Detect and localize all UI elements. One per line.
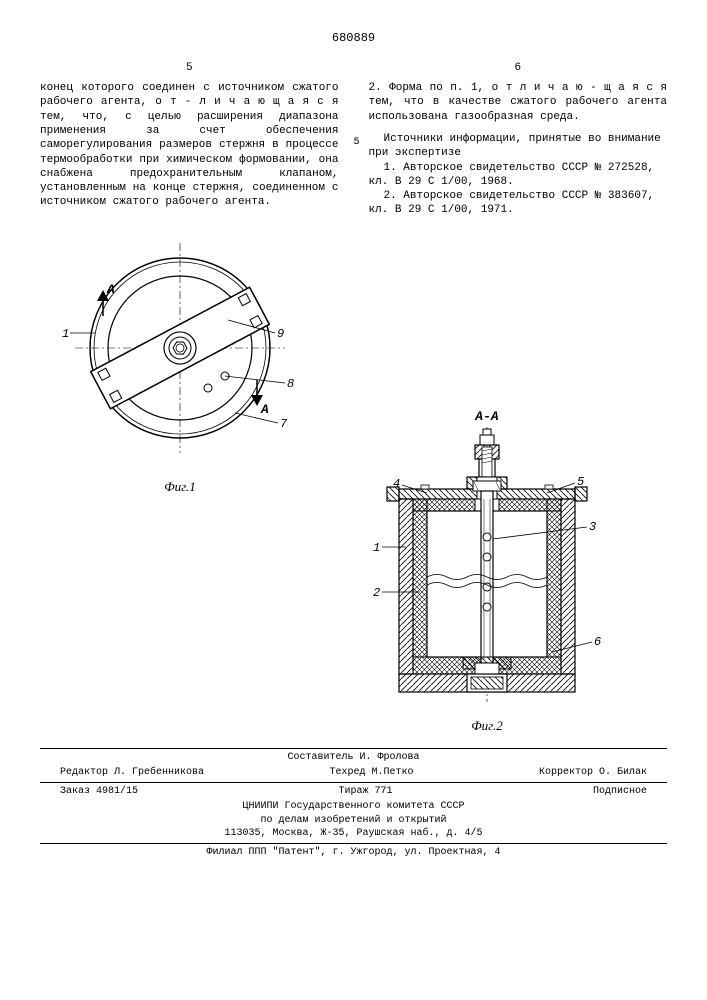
svg-text:1: 1 (373, 541, 380, 555)
figures-area: A A 1 9 8 7 Фиг.1 A-A (40, 238, 667, 718)
svg-text:3: 3 (589, 520, 596, 534)
svg-text:2: 2 (373, 586, 380, 600)
left-col-num: 5 (40, 61, 339, 76)
svg-text:1: 1 (62, 327, 69, 341)
footer-editor: Редактор Л. Гребенникова (60, 766, 204, 780)
fig2-label: Фиг.2 (347, 717, 627, 735)
figure-1: A A 1 9 8 7 Фиг.1 (60, 238, 300, 496)
fig1-label: Фиг.1 (60, 478, 300, 496)
svg-text:6: 6 (594, 635, 601, 649)
refs-title: Источники информации, принятые во вниман… (369, 132, 668, 161)
ref-2: 2. Авторское свидетельство СССР № 383607… (369, 189, 668, 218)
footer-org2: по делам изобретений и открытий (40, 814, 667, 828)
footer-order: Заказ 4981/15 (60, 785, 138, 799)
svg-text:8: 8 (287, 377, 294, 391)
svg-text:9: 9 (277, 327, 284, 341)
footer-corrector: Корректор О. Билак (539, 766, 647, 780)
references-block: Источники информации, принятые во вниман… (369, 132, 668, 218)
footer-org1: ЦНИИПИ Государственного комитета СССР (40, 800, 667, 814)
patent-number: 680889 (40, 30, 667, 46)
ref-1: 1. Авторское свидетельство СССР № 272528… (369, 161, 668, 190)
footer-techred: Техред М.Петко (329, 766, 413, 780)
claim-2-text: 2. Форма по п. 1, о т л и ч а ю - щ а я … (369, 81, 668, 124)
footer-address: 113035, Москва, Ж-35, Раушская наб., д. … (40, 827, 667, 841)
right-col-num: 6 (369, 61, 668, 76)
footer-compiler: Составитель И. Фролова (40, 751, 667, 765)
footer-filial: Филиал ППП "Патент", г. Ужгород, ул. Про… (40, 846, 667, 860)
fig2-section-label: A-A (347, 408, 627, 426)
svg-text:A: A (260, 402, 269, 417)
figure-2: A-A (347, 408, 627, 735)
right-column: 6 2. Форма по п. 1, о т л и ч а ю - щ а … (369, 61, 668, 218)
claim-1-text: конец которого соединен с источником сжа… (40, 81, 339, 210)
footer: Составитель И. Фролова Редактор Л. Гребе… (40, 748, 667, 860)
svg-text:7: 7 (280, 417, 288, 431)
footer-subscription: Подписное (593, 785, 647, 799)
left-column: 5 конец которого соединен с источником с… (40, 61, 339, 218)
footer-tirage: Тираж 771 (338, 785, 392, 799)
svg-text:A: A (106, 282, 115, 297)
svg-text:5: 5 (577, 475, 584, 489)
line-marker-5: 5 (354, 136, 360, 150)
svg-text:4: 4 (393, 477, 400, 491)
text-columns: 5 конец которого соединен с источником с… (40, 61, 667, 218)
